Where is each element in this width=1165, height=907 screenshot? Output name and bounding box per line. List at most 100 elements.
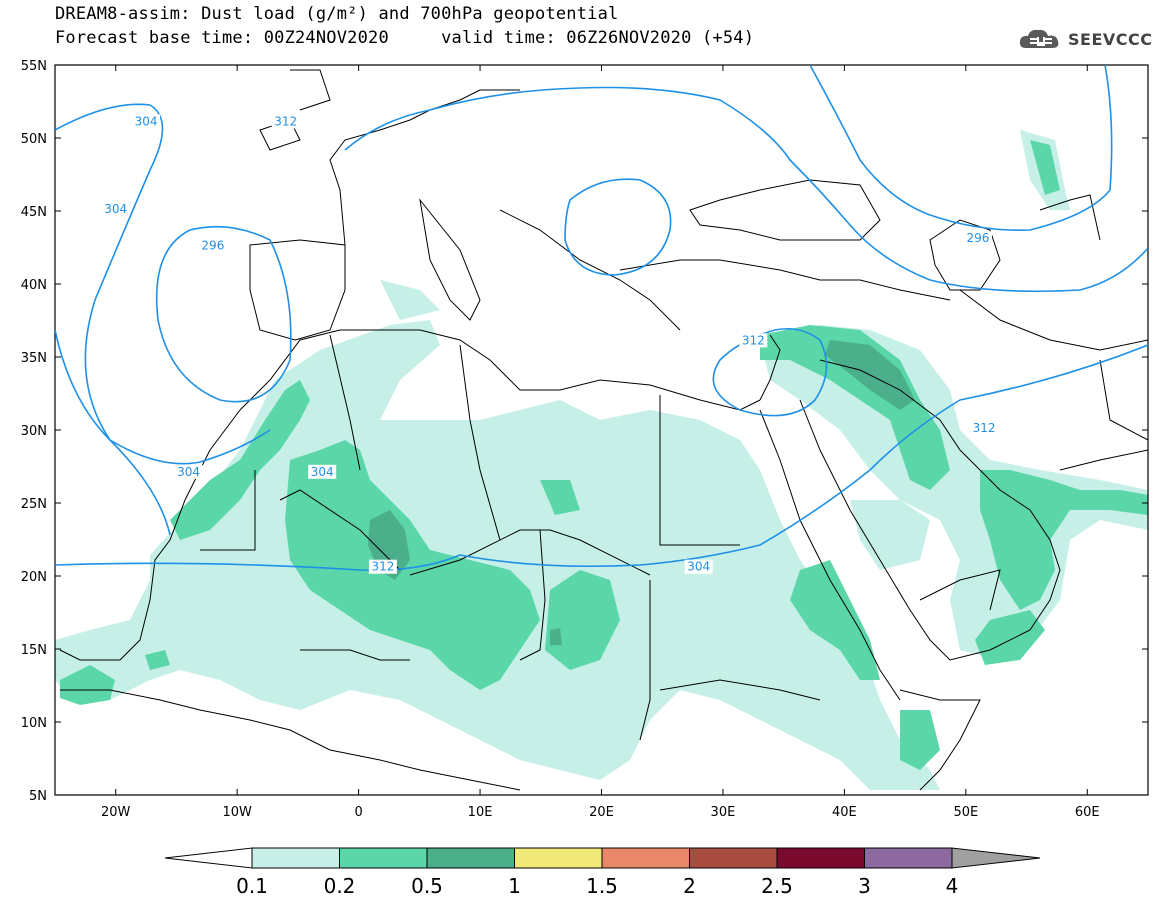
britain-outline bbox=[290, 69, 331, 111]
contour-label-layer: 304 312 304 296 296 304 304 312 304 312 312 bbox=[101, 114, 999, 574]
contour-label-bg bbox=[963, 231, 992, 246]
contour-label: 304 bbox=[135, 114, 158, 128]
colorbar-label: 1 bbox=[508, 874, 521, 898]
lon-label: 0 bbox=[354, 805, 362, 820]
contour-label-bg bbox=[132, 114, 161, 129]
map-title: DREAM8-assim: Dust load (g/m²) and 700hP… bbox=[55, 4, 619, 24]
colorbar-segment bbox=[601, 847, 690, 869]
contour-label-bg bbox=[271, 114, 300, 129]
colorbar: 0.1 0.2 0.5 1 1.5 2 2.5 3 4 bbox=[164, 847, 1041, 898]
west-europe-coast bbox=[329, 89, 520, 246]
colorbar-segment bbox=[514, 847, 603, 869]
western-sahara-border bbox=[200, 470, 256, 551]
lat-label: 40N bbox=[21, 278, 47, 293]
contour-label: 304 bbox=[311, 465, 334, 479]
kazakh-border bbox=[1039, 194, 1101, 241]
caspian-sea bbox=[929, 219, 1001, 291]
lat-label: 45N bbox=[21, 205, 47, 220]
horn-of-africa bbox=[899, 689, 981, 791]
chad-sudan-border bbox=[639, 580, 651, 741]
contour-label-bg bbox=[739, 333, 768, 348]
contour-label: 312 bbox=[274, 114, 297, 128]
colorbar-segment bbox=[864, 847, 953, 869]
lat-label: 30N bbox=[21, 424, 47, 439]
contour-304-north bbox=[344, 86, 1148, 293]
contour-label: 304 bbox=[177, 465, 200, 479]
contour-label-bg bbox=[101, 202, 130, 216]
lat-label: 10N bbox=[21, 716, 47, 731]
dust-field bbox=[55, 130, 1148, 790]
lat-label: 25N bbox=[21, 497, 47, 512]
iran-coast bbox=[1059, 449, 1148, 471]
contour-label: 304 bbox=[104, 202, 127, 216]
colorbar-segment bbox=[251, 847, 340, 869]
colorbar-label: 4 bbox=[946, 874, 959, 898]
contour-label: 296 bbox=[967, 231, 990, 245]
colorbar-right-arrow bbox=[951, 847, 1041, 869]
contour-304-levant bbox=[712, 327, 828, 417]
colorbar-label: 2.5 bbox=[761, 874, 793, 898]
lon-label: 20E bbox=[589, 805, 614, 820]
turkey-north bbox=[619, 259, 951, 301]
libya-egypt-border bbox=[659, 395, 740, 546]
map-subtitle: Forecast base time: 00Z24NOV2020 valid t… bbox=[55, 28, 755, 48]
colorbar-segment bbox=[689, 847, 778, 869]
balkans-coast bbox=[499, 209, 681, 331]
contour-304-sw bbox=[55, 329, 271, 465]
axis-ticks bbox=[55, 64, 1148, 796]
mali-burkina-border bbox=[300, 649, 410, 661]
contour-label-bg bbox=[174, 464, 203, 479]
red-sea-west bbox=[759, 409, 901, 701]
contour-label-bg bbox=[368, 559, 397, 574]
colorbar-label: 0.5 bbox=[411, 874, 443, 898]
levant-coast bbox=[759, 334, 781, 401]
sahel-border bbox=[409, 529, 651, 576]
logo-label: SEEVCCC bbox=[1068, 29, 1153, 49]
sudan-south-border bbox=[659, 679, 821, 701]
coastlines-borders bbox=[59, 69, 1148, 791]
lon-label: 60E bbox=[1075, 805, 1100, 820]
lon-label: 10E bbox=[468, 805, 493, 820]
contour-label: 304 bbox=[687, 560, 710, 574]
seevccc-logo: SEEVCCC bbox=[1018, 26, 1153, 52]
lat-label: 50N bbox=[21, 132, 47, 147]
lat-label: 35N bbox=[21, 351, 47, 366]
lat-label: 5N bbox=[29, 789, 47, 804]
colorbar-label: 2 bbox=[683, 874, 696, 898]
lon-label: 40E bbox=[832, 805, 857, 820]
dust-level-2-areas bbox=[60, 140, 1148, 770]
longitude-labels: 20W 10W 0 10E 20E 30E 40E 50E 60E bbox=[101, 805, 1100, 820]
algeria-libya-border bbox=[459, 344, 501, 541]
colorbar-label: 1.5 bbox=[586, 874, 618, 898]
lon-label: 10W bbox=[222, 805, 252, 820]
contour-304-west bbox=[55, 103, 171, 536]
contour-312-balkans bbox=[564, 178, 672, 276]
latitude-labels: 55N 50N 45N 40N 35N 30N 25N 20N 15N 10N 5N bbox=[21, 59, 47, 804]
colorbar-left-arrow bbox=[164, 847, 253, 869]
contour-label: 312 bbox=[973, 421, 996, 435]
colorbar-label: 0.1 bbox=[236, 874, 268, 898]
contour-label-bg bbox=[684, 559, 713, 574]
arabia-outline bbox=[799, 359, 1061, 661]
iberia-outline bbox=[249, 239, 346, 341]
contour-label: 312 bbox=[742, 333, 765, 347]
black-sea bbox=[689, 179, 881, 241]
colorbar-label: 0.2 bbox=[324, 874, 356, 898]
colorbar-label: 3 bbox=[858, 874, 871, 898]
contour-296-east bbox=[809, 65, 1113, 232]
geopotential-contours bbox=[55, 65, 1148, 572]
north-africa-coast bbox=[239, 329, 761, 411]
contour-label-bg bbox=[198, 238, 227, 253]
lon-label: 50E bbox=[953, 805, 978, 820]
gulf-guinea-coast bbox=[60, 689, 521, 791]
lon-label: 20W bbox=[101, 805, 131, 820]
contour-label-bg bbox=[970, 421, 999, 435]
iran-pakistan-border bbox=[1099, 359, 1148, 441]
colorbar-segment bbox=[776, 847, 865, 869]
lat-label: 55N bbox=[21, 59, 47, 74]
contour-label: 312 bbox=[371, 560, 394, 574]
morocco-algeria-border bbox=[329, 334, 361, 471]
contour-312-south bbox=[55, 344, 1148, 572]
mauritania-mali-border bbox=[279, 489, 401, 571]
colorbar-segment bbox=[426, 847, 515, 869]
